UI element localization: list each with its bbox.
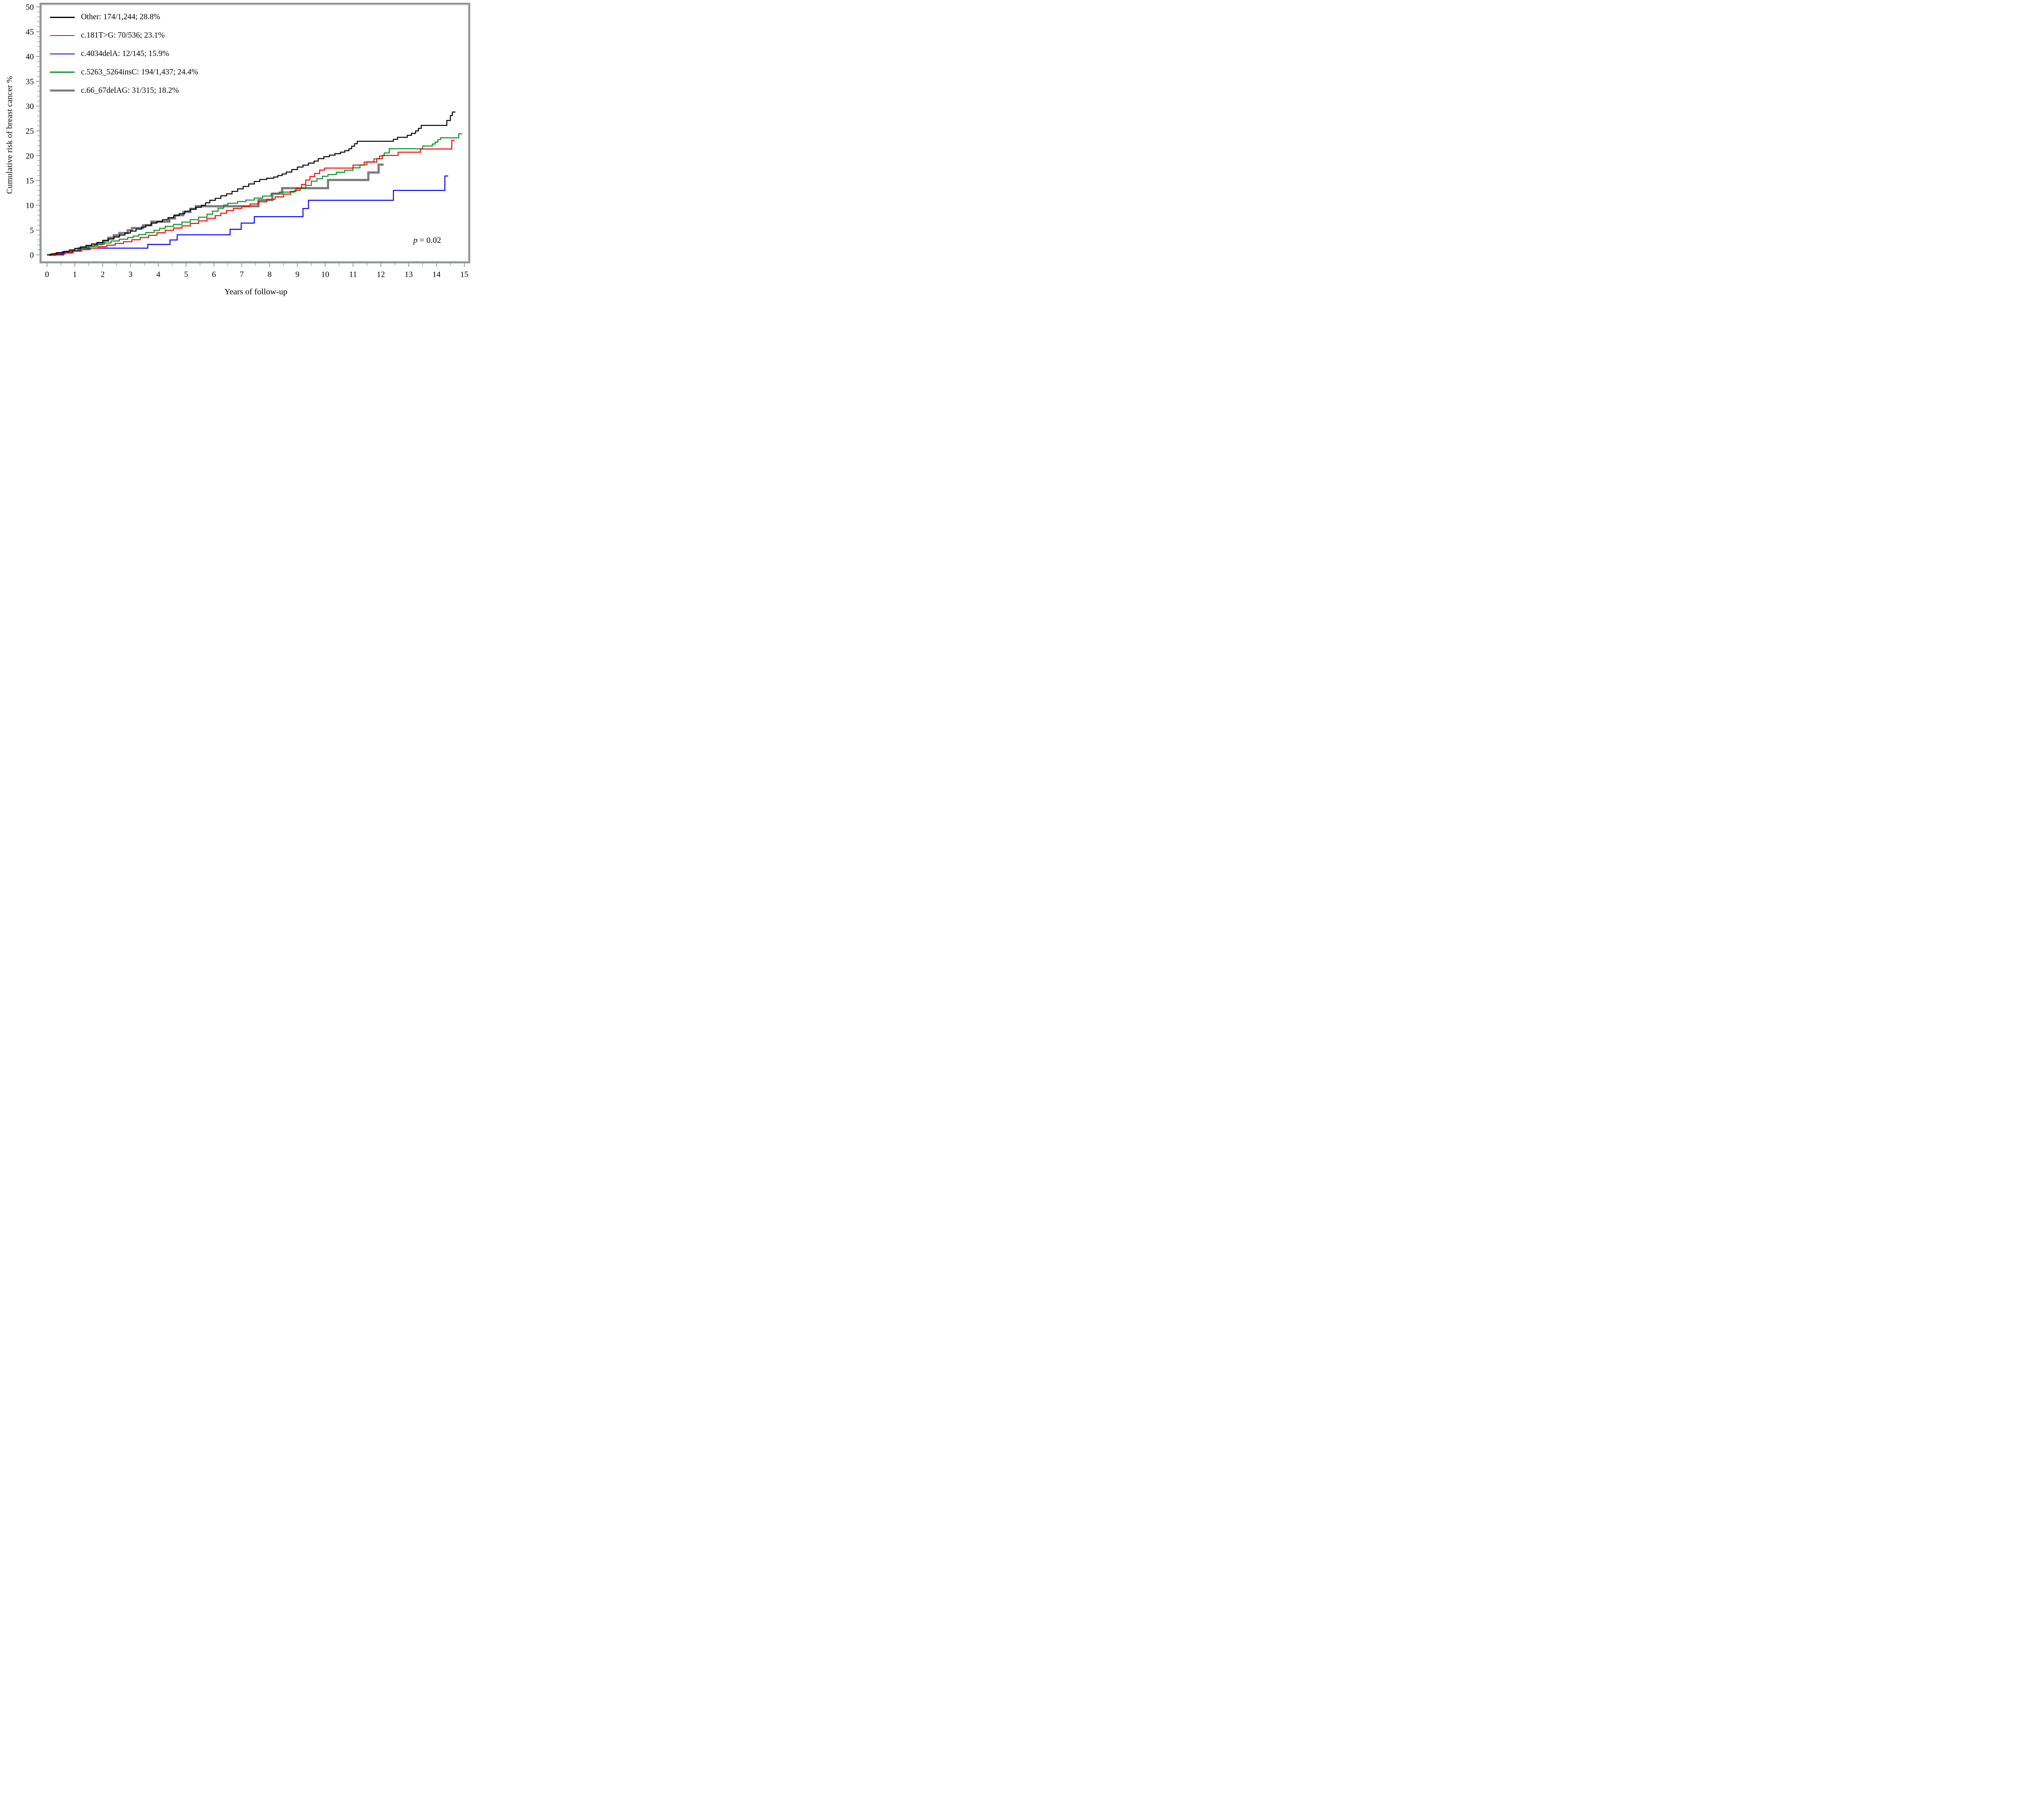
legend-item: c.4034delA: 12/145; 15.9% — [50, 45, 198, 63]
curve-c-66-67delag — [49, 164, 384, 256]
p-value-annotation: p = 0.02 — [403, 236, 452, 245]
x-tick-label: 6 — [212, 270, 216, 279]
axis-ticks — [36, 6, 465, 267]
axis-tick-labels: 0 1 2 3 4 5 6 7 8 9 10 11 12 13 14 15051015202530354045… — [26, 3, 468, 279]
x-tick-label: 10 — [321, 270, 329, 279]
x-tick-label: 9 — [296, 270, 300, 279]
x-tick-label: 3 — [128, 270, 132, 279]
x-tick-label: 0 — [45, 270, 49, 279]
curve-c-181t-g — [47, 140, 455, 255]
y-tick-label: 25 — [26, 127, 34, 136]
x-tick-label: 1 — [73, 270, 77, 279]
survival-curves — [47, 111, 462, 256]
legend-line-swatch — [50, 35, 75, 36]
legend-item: c.66_67delAG: 31/315; 18.2% — [50, 81, 198, 100]
legend-item: c.181T>G: 70/536; 23.1% — [50, 27, 198, 45]
x-tick-label: 7 — [240, 270, 244, 279]
y-axis-title: Cumulative risk of breast cancer % — [5, 76, 14, 194]
y-tick-label: 5 — [30, 226, 34, 235]
y-tick-label: 30 — [26, 102, 34, 111]
curve-other — [47, 111, 456, 255]
legend-label: c.181T>G: 70/536; 23.1% — [81, 31, 165, 40]
survival-plot: 0 1 2 3 4 5 6 7 8 9 10 11 12 13 14 15051015202530354045… — [26, 2, 471, 279]
x-axis-title: Years of follow-up — [224, 287, 287, 296]
y-tick-label: 10 — [26, 201, 34, 210]
legend-item: c.5263_5264insC: 194/1,437; 24.4% — [50, 63, 198, 81]
x-tick-label: 5 — [184, 270, 188, 279]
y-tick-label: 0 — [30, 251, 34, 260]
y-tick-label: 40 — [26, 52, 34, 61]
x-tick-label: 15 — [460, 270, 468, 279]
y-tick-label: 20 — [26, 152, 34, 161]
y-tick-label: 35 — [26, 77, 34, 86]
y-tick-label: 15 — [26, 177, 34, 186]
legend-line-swatch — [50, 89, 75, 92]
legend-label: Other: 174/1,244; 28.8% — [81, 13, 160, 22]
legend-label: c.66_67delAG: 31/315; 18.2% — [81, 86, 179, 95]
legend-line-swatch — [50, 53, 75, 55]
x-tick-label: 11 — [349, 270, 357, 279]
x-tick-label: 2 — [101, 270, 105, 279]
y-tick-label: 45 — [26, 28, 34, 37]
legend-line-swatch — [50, 72, 75, 73]
legend-label: c.4034delA: 12/145; 15.9% — [81, 49, 169, 58]
plot-frame — [39, 2, 471, 264]
legend-line-swatch — [50, 17, 75, 18]
p-symbol: p — [413, 236, 418, 245]
p-value-text: = 0.02 — [417, 236, 441, 245]
x-tick-label: 8 — [267, 270, 271, 279]
plot-frame-border — [39, 2, 471, 264]
y-tick-label: 50 — [26, 3, 34, 12]
x-tick-label: 13 — [405, 270, 413, 279]
plot-frame-inner-highlight — [41, 4, 468, 262]
x-tick-label: 12 — [377, 270, 385, 279]
x-tick-label: 14 — [433, 270, 441, 279]
figure: 0 1 2 3 4 5 6 7 8 9 10 11 12 13 14 15 0 5 10 15 20 25 30 35 40 45… — [0, 0, 474, 302]
x-tick-label: 4 — [156, 270, 160, 279]
legend-item: Other: 174/1,244; 28.8% — [50, 8, 198, 27]
legend: Other: 174/1,244; 28.8% c.181T>G: 70/536;… — [50, 8, 198, 100]
legend-label: c.5263_5264insC: 194/1,437; 24.4% — [81, 67, 198, 76]
